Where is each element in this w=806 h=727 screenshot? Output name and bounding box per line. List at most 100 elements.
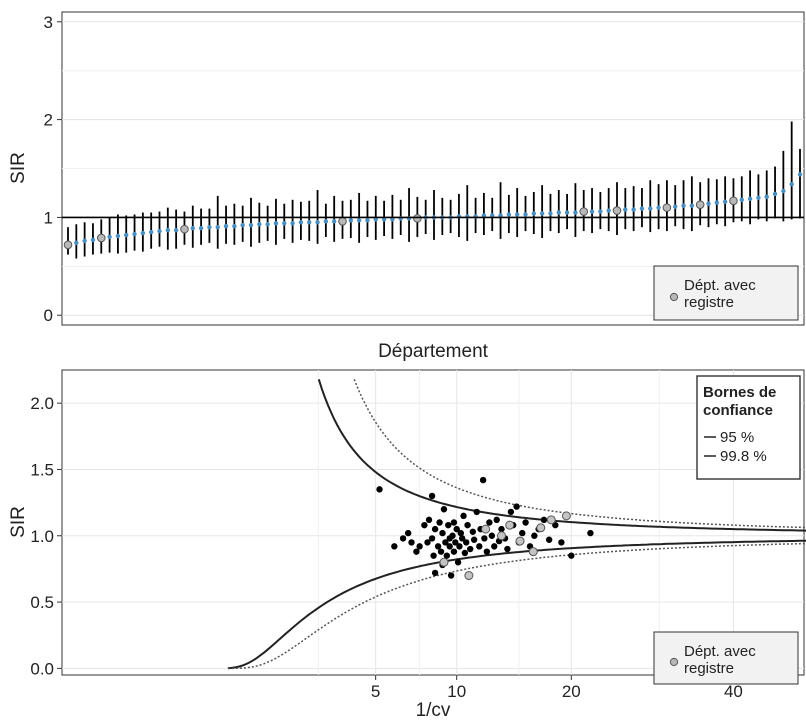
- registry-estimate-point: [662, 203, 672, 212]
- sir-estimate-point: [124, 232, 129, 238]
- registry-estimate-point: [729, 196, 738, 206]
- registry-department-point: [515, 536, 525, 546]
- sir-estimate-point: [498, 213, 503, 218]
- registry-department-point: [561, 511, 571, 521]
- bottom-y-tick-label: 1.0: [30, 527, 54, 546]
- sir-estimate-point: [282, 221, 287, 226]
- department-point: [408, 539, 415, 546]
- sir-estimate-point: [82, 238, 87, 244]
- department-point: [460, 512, 467, 520]
- sir-estimate-point: [714, 200, 720, 205]
- department-point: [504, 545, 511, 553]
- department-point: [457, 529, 465, 537]
- sir-estimate-point: [797, 172, 803, 177]
- sir-estimate-point: [648, 206, 653, 211]
- bounds-legend-box: [696, 375, 801, 480]
- department-point: [467, 545, 474, 553]
- department-point: [458, 535, 466, 542]
- sir-estimate-point: [722, 199, 728, 204]
- bottom-points-legend: Dépt. avec registre: [653, 631, 799, 685]
- bounds-legend-entry-95: 95 %: [720, 429, 754, 446]
- department-point: [428, 492, 436, 500]
- top-x-axis-label: Département: [378, 341, 489, 362]
- bottom-y-tick-label: 0.5: [30, 593, 54, 612]
- sir-estimate-point: [490, 213, 495, 218]
- department-point: [450, 548, 458, 555]
- bound-95-upper-curve: [317, 378, 806, 532]
- sir-estimate-point: [248, 223, 254, 228]
- department-point: [461, 549, 469, 557]
- department-point: [446, 543, 453, 550]
- bounds-legend-title-1: Bornes de: [703, 384, 776, 401]
- department-point: [449, 532, 456, 539]
- top-y-tick-label: 3: [44, 13, 53, 32]
- department-point: [469, 528, 477, 535]
- sir-estimate-point: [639, 206, 645, 211]
- registry-department-point: [528, 547, 538, 557]
- department-point: [430, 552, 437, 559]
- bounds-legend-entry-998: 99.8 %: [720, 448, 767, 465]
- department-point: [404, 529, 412, 537]
- department-point: [456, 543, 463, 550]
- department-point: [416, 543, 423, 550]
- sir-estimate-point: [107, 234, 112, 240]
- sir-estimate-point: [539, 211, 545, 216]
- sir-estimate-point: [623, 207, 628, 212]
- top-estimate-points: [63, 172, 803, 250]
- sir-estimate-point: [598, 209, 603, 214]
- registry-department-point: [481, 524, 491, 534]
- sir-estimate-point: [531, 211, 537, 216]
- sir-estimate-point: [606, 208, 611, 213]
- department-point: [491, 543, 498, 550]
- top-y-axis-label: SIR: [8, 152, 29, 184]
- department-point: [424, 539, 431, 546]
- department-point: [450, 519, 458, 526]
- top-legend: Dépt. avec registre: [653, 265, 799, 321]
- department-point: [463, 539, 470, 546]
- sir-estimate-point: [298, 220, 304, 225]
- department-point: [498, 525, 505, 533]
- bottom-y-tick-label: 1.5: [30, 460, 54, 479]
- bounds-legend-title-2: confiance: [703, 402, 773, 419]
- department-point: [479, 476, 487, 484]
- department-point: [431, 569, 439, 577]
- sir-estimate-point: [631, 207, 636, 212]
- sir-estimate-point: [115, 233, 121, 239]
- sir-estimate-point: [273, 221, 279, 226]
- registry-department-point: [464, 571, 474, 581]
- registry-estimate-point: [612, 206, 622, 215]
- bottom-x-tick-label: 40: [724, 682, 743, 701]
- sir-estimate-point: [348, 218, 354, 223]
- sir-estimate-point: [365, 218, 370, 223]
- department-point: [431, 525, 439, 533]
- sir-estimate-point: [556, 210, 561, 215]
- registry-estimate-point: [579, 207, 589, 216]
- department-point: [587, 529, 594, 537]
- top-legend-line-1: Dépt. avec: [684, 277, 756, 294]
- department-point: [513, 503, 520, 510]
- sir-estimate-point: [523, 212, 528, 217]
- sir-estimate-point: [290, 221, 295, 226]
- sir-estimate-point: [514, 212, 520, 217]
- department-point: [376, 486, 383, 493]
- sir-estimate-point: [148, 229, 154, 235]
- department-point: [488, 532, 496, 539]
- caterpillar-panel: 0 1 2 3 SIR Département Dépt. avec registre: [8, 11, 805, 362]
- top-y-ticks: 0 1 2 3: [44, 13, 62, 325]
- sir-estimate-point: [506, 212, 512, 217]
- top-y-tick-label: 0: [44, 306, 53, 325]
- sir-estimate-point: [257, 222, 262, 227]
- bottom-legend-line-1: Dépt. avec: [684, 643, 756, 660]
- department-point: [445, 521, 452, 529]
- bottom-y-axis-label: SIR: [8, 506, 29, 538]
- department-point: [558, 539, 565, 546]
- department-point: [540, 516, 548, 524]
- bounds-legend: Bornes de confiance 95 % 99.8 %: [696, 375, 801, 480]
- department-point: [442, 539, 449, 546]
- department-point: [447, 572, 455, 579]
- top-legend-box: [653, 265, 799, 321]
- sir-estimate-point: [356, 218, 362, 223]
- department-point: [452, 539, 459, 546]
- department-point: [481, 535, 488, 542]
